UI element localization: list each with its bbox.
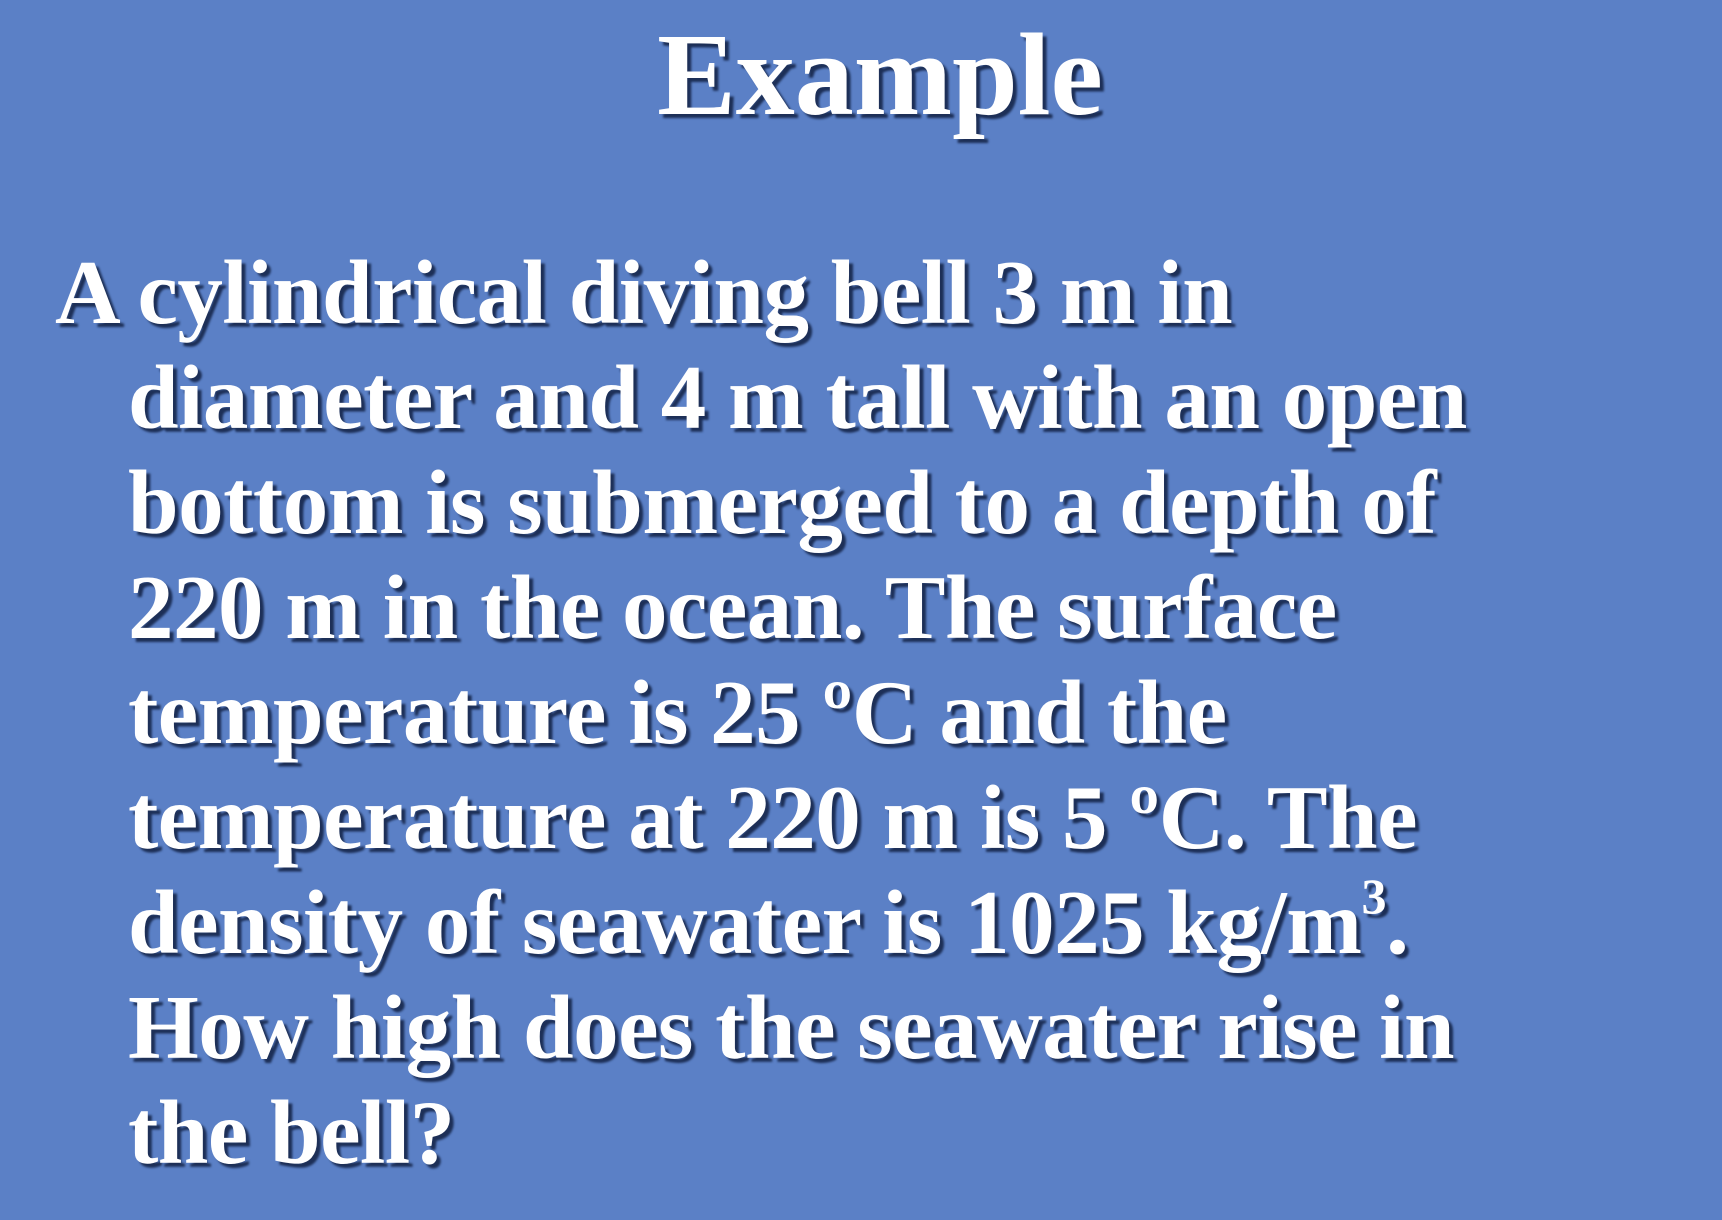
period: . — [1386, 872, 1409, 973]
problem-line-7: density of seawater is 1025 kg/m3. — [55, 870, 1695, 975]
slide-title: Example — [657, 9, 1103, 140]
problem-line-1: A cylindrical diving bell 3 m in — [55, 242, 1233, 343]
problem-line-6: temperature at 220 m is 5 ºC. The — [128, 767, 1418, 868]
problem-statement: A cylindrical diving bell 3 m in diamete… — [55, 240, 1695, 1185]
problem-line-4: 220 m in the ocean. The surface — [128, 557, 1337, 658]
problem-line-9: the bell? — [128, 1082, 455, 1183]
problem-line-3: bottom is submerged to a depth of — [128, 452, 1437, 553]
problem-line-2: diameter and 4 m tall with an open — [128, 347, 1467, 448]
cubed-superscript: 3 — [1361, 867, 1387, 924]
problem-line-8: How high does the seawater rise in — [128, 977, 1455, 1078]
problem-line-5: temperature is 25 ºC and the — [128, 662, 1227, 763]
density-text: density of seawater is 1025 kg/m — [128, 872, 1362, 973]
